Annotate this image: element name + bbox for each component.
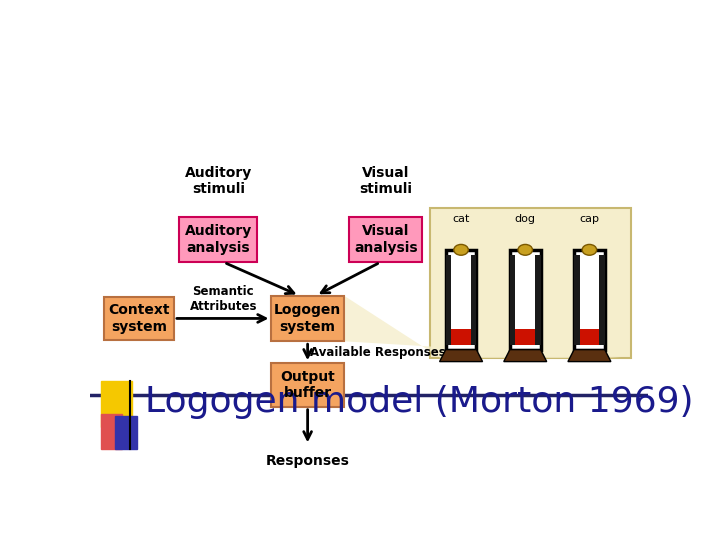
Circle shape [582, 245, 597, 255]
Bar [516, 260, 535, 345]
Bar [516, 329, 535, 345]
Bar [574, 255, 580, 345]
Polygon shape [504, 349, 546, 362]
Bar [271, 363, 344, 407]
Polygon shape [440, 349, 482, 362]
Text: Logogen
system: Logogen system [274, 303, 341, 334]
Text: Auditory
analysis: Auditory analysis [185, 224, 252, 254]
Text: Semantic
Attributes: Semantic Attributes [189, 286, 257, 313]
Circle shape [454, 245, 468, 255]
Polygon shape [344, 295, 621, 358]
Bar [535, 255, 541, 345]
Bar [101, 381, 132, 427]
Text: Output
buffer: Output buffer [280, 370, 335, 400]
Bar [446, 255, 451, 345]
Bar [574, 250, 605, 349]
Text: dog: dog [515, 214, 536, 225]
Bar [580, 329, 599, 345]
Text: Visual
stimuli: Visual stimuli [359, 166, 413, 197]
Bar [451, 329, 471, 345]
Text: Logogen model (Morton 1969): Logogen model (Morton 1969) [145, 384, 693, 418]
Text: Responses: Responses [266, 454, 349, 468]
Bar [114, 416, 137, 449]
Bar [446, 250, 477, 349]
Bar [580, 260, 599, 345]
Bar [104, 296, 174, 340]
Text: cap: cap [580, 214, 600, 225]
Text: cat: cat [452, 214, 469, 225]
Bar [349, 217, 422, 262]
Bar [431, 208, 631, 358]
Bar [271, 295, 344, 341]
Bar [510, 250, 541, 349]
Bar [101, 414, 122, 449]
Text: Auditory
stimuli: Auditory stimuli [185, 166, 252, 197]
Bar [451, 260, 471, 345]
Text: Visual
analysis: Visual analysis [354, 224, 418, 254]
Bar [599, 255, 605, 345]
Circle shape [518, 245, 533, 255]
Polygon shape [568, 349, 611, 362]
Text: Context
system: Context system [108, 303, 170, 334]
Text: Available Responses: Available Responses [310, 346, 446, 359]
Bar [179, 217, 258, 262]
Bar [510, 255, 516, 345]
Bar [471, 255, 477, 345]
